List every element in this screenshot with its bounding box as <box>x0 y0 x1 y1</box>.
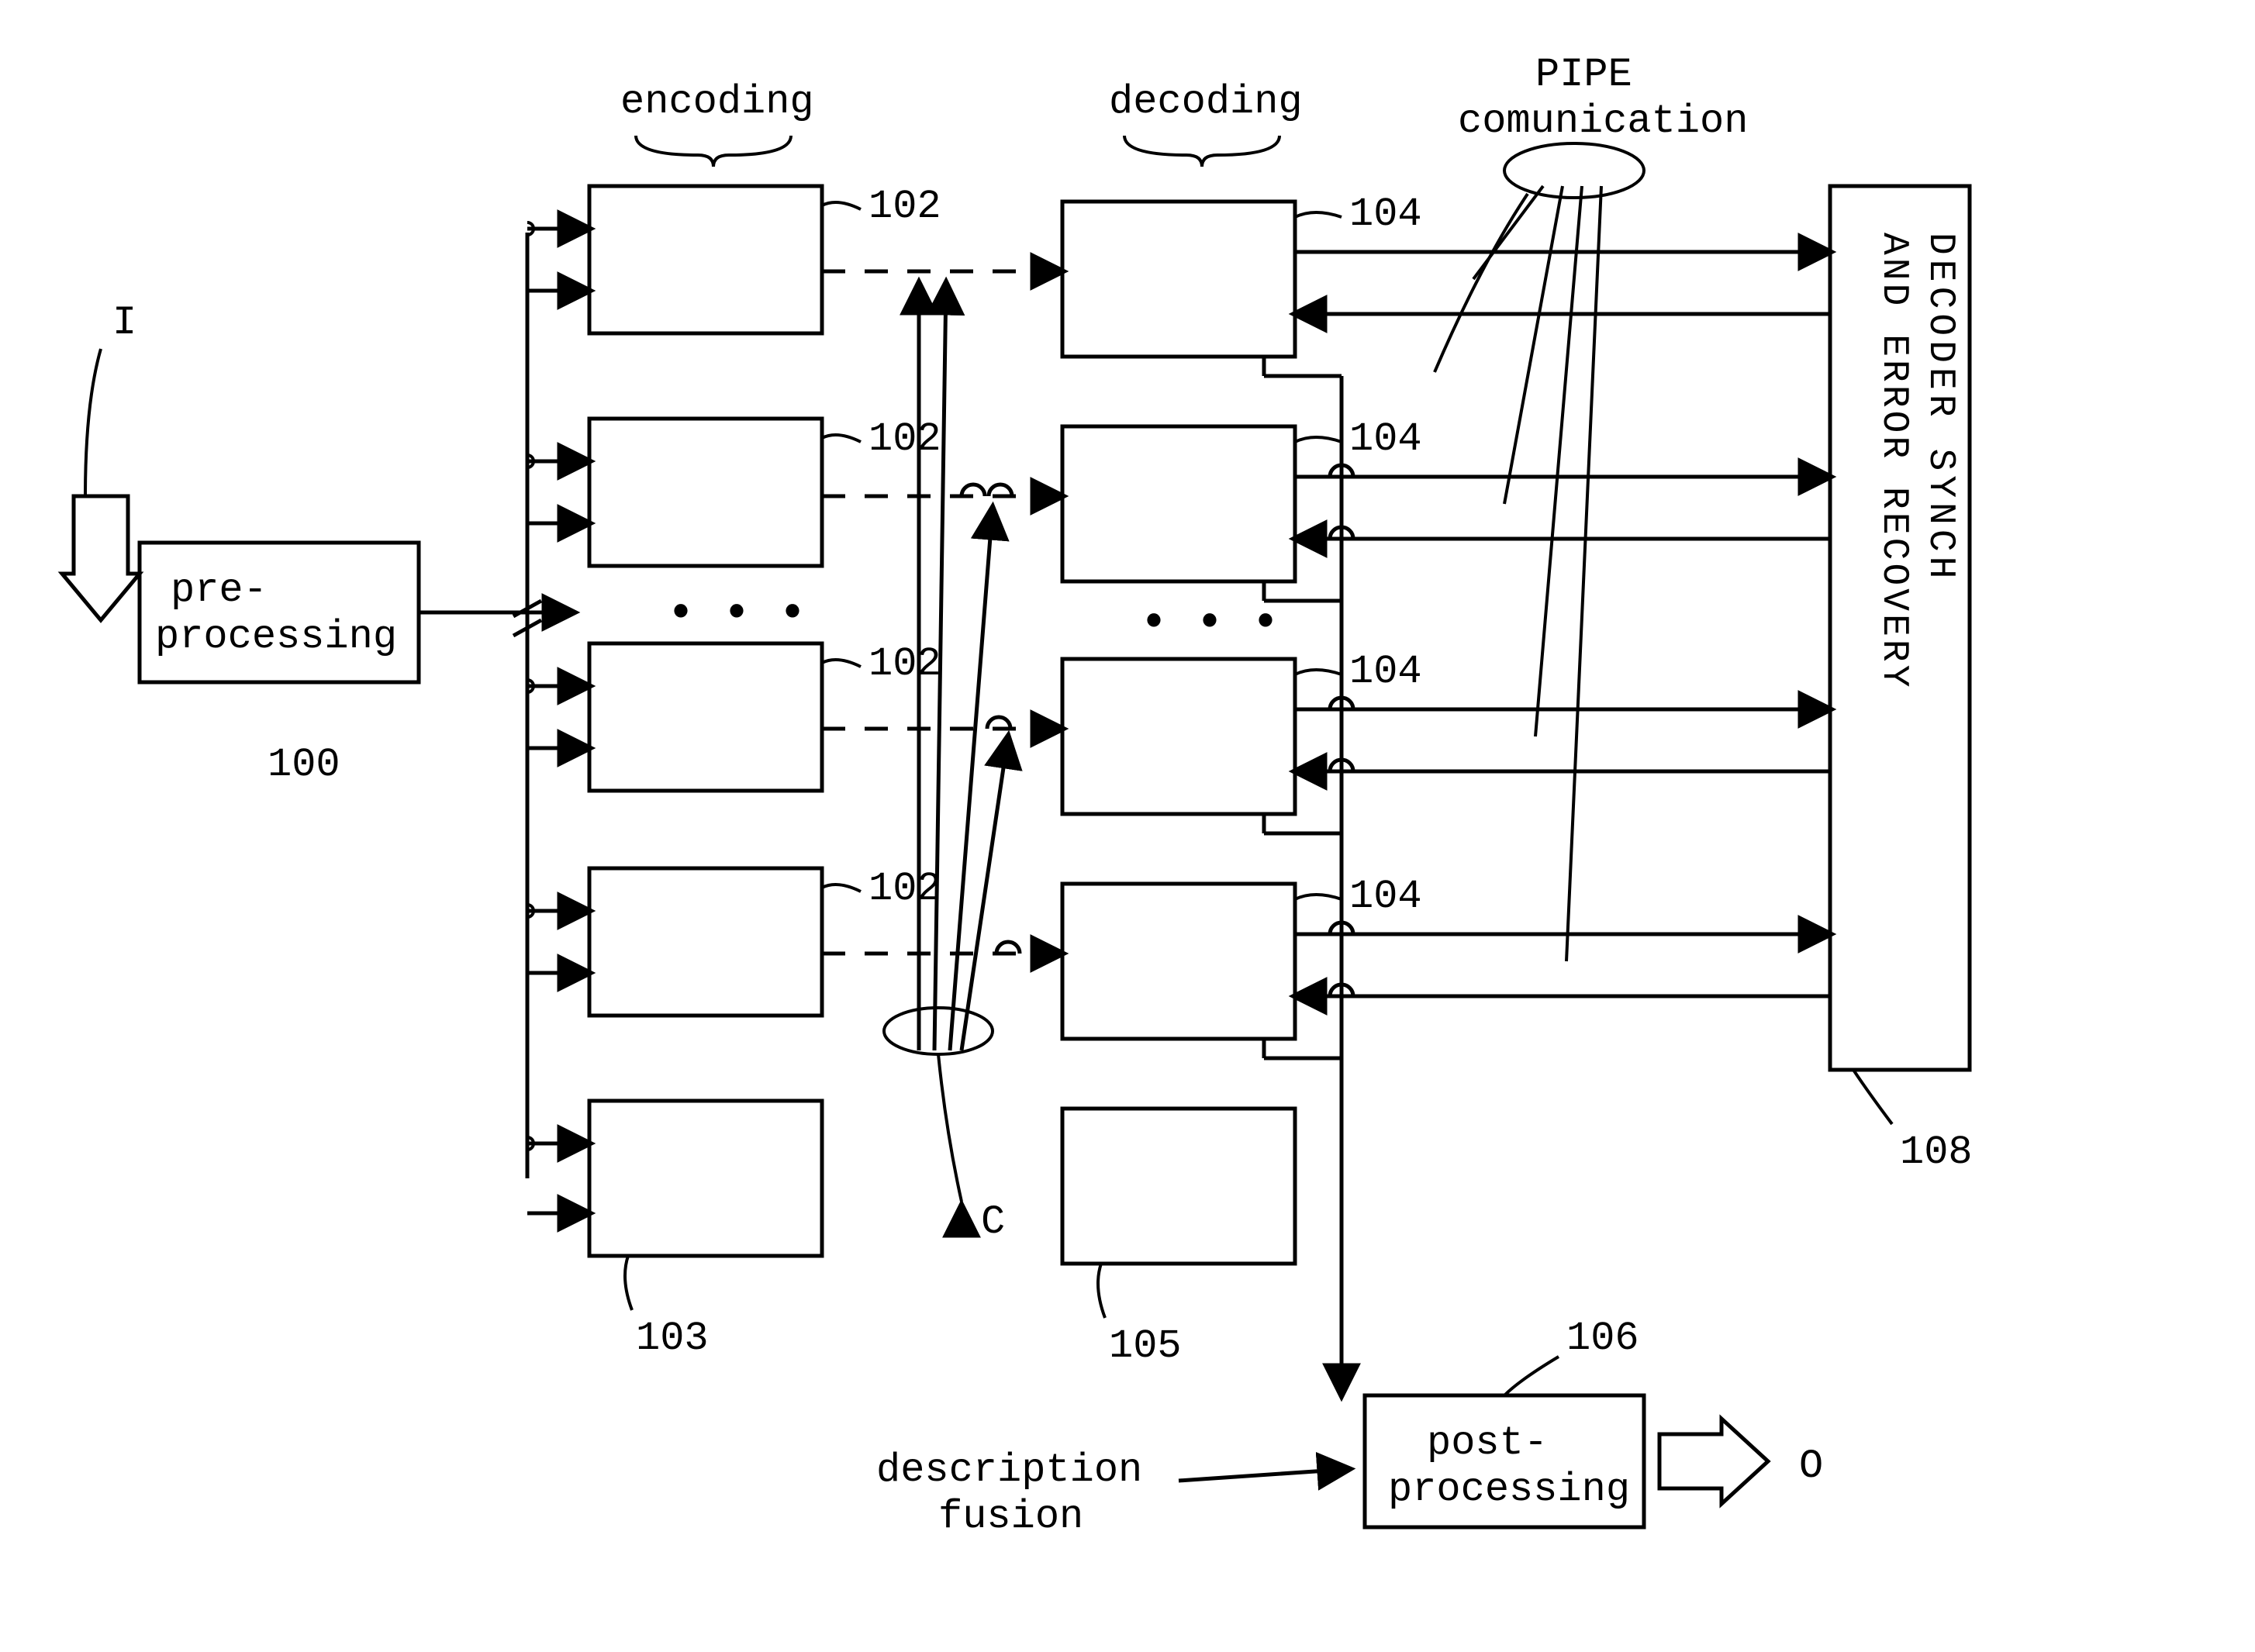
svg-text:pre-: pre- <box>171 567 268 613</box>
svg-text:108: 108 <box>1900 1129 1973 1175</box>
svg-text:I: I <box>112 300 136 346</box>
svg-text:106: 106 <box>1566 1316 1639 1361</box>
svg-text:comunication: comunication <box>1458 98 1748 144</box>
svg-text:AND ERROR RECOVERY: AND ERROR RECOVERY <box>1873 233 1915 690</box>
svg-text:104: 104 <box>1349 874 1422 919</box>
svg-text:O: O <box>1799 1443 1823 1489</box>
svg-text:decoding: decoding <box>1109 79 1303 125</box>
svg-text:processing: processing <box>155 614 397 660</box>
svg-text:104: 104 <box>1349 649 1422 695</box>
svg-text:fusion: fusion <box>938 1494 1083 1540</box>
svg-text:PIPE: PIPE <box>1535 52 1632 98</box>
svg-text:102: 102 <box>869 184 941 229</box>
svg-text:processing: processing <box>1388 1467 1630 1512</box>
svg-text:encoding: encoding <box>620 79 814 125</box>
svg-text:C: C <box>981 1199 1005 1245</box>
svg-text:105: 105 <box>1109 1323 1182 1369</box>
svg-text:104: 104 <box>1349 416 1422 462</box>
svg-text:description: description <box>876 1447 1142 1493</box>
svg-text:102: 102 <box>869 416 941 462</box>
svg-text:• • •: • • • <box>1140 598 1279 650</box>
svg-text:104: 104 <box>1349 191 1422 237</box>
svg-text:102: 102 <box>869 641 941 687</box>
svg-text:103: 103 <box>636 1316 709 1361</box>
svg-text:post-: post- <box>1427 1420 1548 1466</box>
svg-text:• • •: • • • <box>667 588 806 641</box>
svg-text:102: 102 <box>869 866 941 912</box>
svg-text:100: 100 <box>268 742 340 788</box>
svg-text:DECODER SYNCH: DECODER SYNCH <box>1919 233 1961 583</box>
